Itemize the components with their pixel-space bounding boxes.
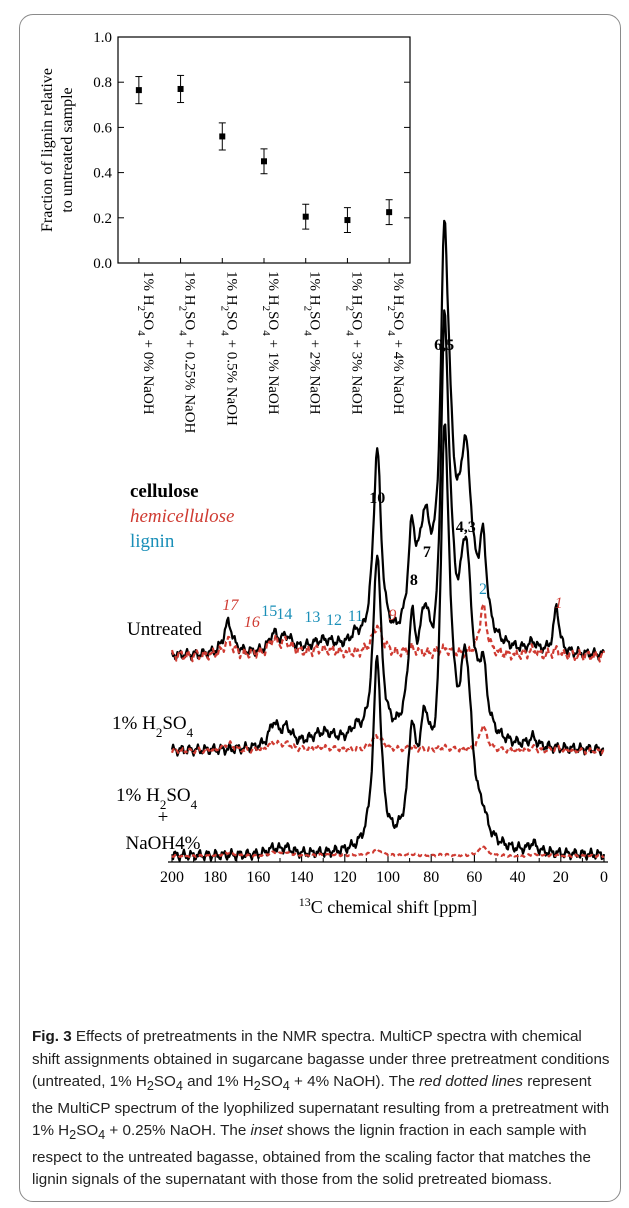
inset-x-category-label: 1% H2SO4 + 2% NaOH bbox=[302, 271, 323, 415]
nmr-legend-item: hemicellulose bbox=[130, 506, 234, 527]
nmr-x-tick-label: 120 bbox=[333, 869, 357, 886]
caption-italic: inset bbox=[250, 1122, 283, 1140]
nmr-spectrum-trace bbox=[170, 309, 605, 757]
inset-y-tick-label: 0.2 bbox=[93, 211, 112, 227]
nmr-sample-label-untreated: Untreated bbox=[127, 619, 202, 640]
nmr-peak-label: 15 bbox=[261, 603, 277, 620]
nmr-peak-label: 8 bbox=[410, 572, 418, 589]
nmr-x-tick-label: 160 bbox=[246, 869, 270, 886]
figure-frame bbox=[19, 14, 621, 1202]
caption-text: SO bbox=[153, 1073, 176, 1090]
inset-x-category-label: 1% H2SO4 + 1% NaOH bbox=[260, 271, 281, 415]
nmr-spectrum-trace bbox=[170, 219, 605, 661]
inset-data-point bbox=[386, 209, 393, 216]
inset-x-category-label: 1% H2SO4 + 0.25% NaOH bbox=[177, 271, 198, 434]
caption-text: + 0.25% NaOH. The bbox=[105, 1122, 251, 1140]
inset-y-axis-label: to untreated sample bbox=[59, 87, 76, 212]
caption-sub: 2 bbox=[146, 1079, 154, 1094]
nmr-sample-label-acid: 1% H2SO4 bbox=[112, 713, 194, 740]
nmr-x-tick-label: 40 bbox=[510, 869, 526, 886]
nmr-peak-label: 12 bbox=[326, 612, 342, 629]
nmr-sample-label-plus: + bbox=[158, 807, 169, 828]
nmr-peak-label: 4,3 bbox=[456, 519, 476, 536]
nmr-peak-label: 10 bbox=[369, 490, 385, 507]
nmr-x-tick-label: 200 bbox=[160, 869, 184, 886]
inset-data-point bbox=[219, 133, 226, 140]
caption-text: SO bbox=[260, 1073, 283, 1090]
nmr-supernatant-trace bbox=[170, 724, 605, 755]
nmr-supernatant-trace bbox=[170, 602, 606, 663]
caption-text: Effects of pretreatments in the NMR spec… bbox=[32, 1028, 610, 1090]
nmr-x-tick-label: 100 bbox=[376, 869, 400, 886]
inset-x-category-label: 1% H2SO4 + 0.5% NaOH bbox=[218, 271, 239, 426]
nmr-x-tick-label: 20 bbox=[553, 869, 569, 886]
nmr-x-tick-label: 180 bbox=[203, 869, 227, 886]
caption-text: SO bbox=[76, 1122, 99, 1140]
nmr-peak-label: 17 bbox=[222, 597, 239, 614]
inset-data-point bbox=[302, 213, 309, 220]
caption-text: + 4% NaOH). The bbox=[289, 1073, 420, 1090]
figure-caption: Fig. 3 Effects of pretreatments in the N… bbox=[32, 1026, 612, 1192]
inset-y-tick-label: 0.4 bbox=[93, 166, 112, 182]
inset-data-point bbox=[177, 85, 184, 92]
caption-italic: red dotted lines bbox=[419, 1073, 523, 1090]
nmr-legend-item: cellulose bbox=[130, 481, 199, 502]
inset-y-tick-label: 0.0 bbox=[93, 256, 112, 272]
inset-data-point bbox=[135, 87, 142, 94]
nmr-peak-label: 14 bbox=[276, 606, 292, 623]
caption-sub: 4 bbox=[175, 1079, 183, 1094]
nmr-x-tick-label: 0 bbox=[600, 869, 608, 886]
inset-x-category-label: 1% H2SO4 + 3% NaOH bbox=[343, 271, 364, 415]
caption-sub: 4 bbox=[98, 1128, 106, 1143]
inset-x-category-label: 1% H2SO4 + 4% NaOH bbox=[385, 271, 406, 415]
inset-data-point bbox=[344, 217, 351, 224]
figure-svg: 0.0 0.2 0.4 0.6 0.8 1.0 Fraction of lignin rel… bbox=[39, 30, 608, 917]
nmr-x-tick-label: 140 bbox=[290, 869, 314, 886]
caption-text: and 1% H bbox=[182, 1073, 254, 1090]
nmr-peak-label: 11 bbox=[348, 608, 363, 625]
caption-label: Fig. 3 bbox=[32, 1028, 72, 1045]
nmr-sample-label-acid-naoh: 1% H2SO4 bbox=[116, 785, 198, 812]
inset-y-tick-label: 1.0 bbox=[93, 30, 112, 46]
nmr-peak-label: 7 bbox=[423, 544, 431, 561]
nmr-spectrum-trace bbox=[171, 423, 606, 862]
nmr-peak-label: 1 bbox=[555, 595, 563, 612]
caption-text: represent the MultiCP spectrum of the ly… bbox=[32, 1073, 610, 1140]
nmr-x-axis-label: 13C chemical shift [ppm] bbox=[299, 895, 477, 917]
nmr-peak-label: 2 bbox=[479, 581, 487, 598]
nmr-x-tick-label: 60 bbox=[466, 869, 482, 886]
inset-y-tick-label: 0.8 bbox=[93, 75, 112, 91]
nmr-peak-label: 9 bbox=[388, 607, 396, 624]
inset-y-tick-label: 0.6 bbox=[93, 120, 112, 136]
caption-sub: 2 bbox=[253, 1079, 261, 1094]
inset-y-axis-label: Fraction of lignin relative bbox=[39, 68, 56, 232]
caption-sub: 2 bbox=[69, 1128, 77, 1143]
nmr-legend-item: lignin bbox=[130, 531, 175, 552]
nmr-peak-label: 13 bbox=[304, 609, 320, 626]
caption-sub: 4 bbox=[282, 1079, 290, 1094]
nmr-supernatant-trace bbox=[171, 845, 605, 859]
nmr-sample-label-naoh: NaOH4% bbox=[126, 833, 201, 854]
inset-x-category-label: 1% H2SO4 + 0% NaOH bbox=[135, 271, 156, 415]
inset-data-point bbox=[261, 158, 267, 165]
nmr-x-tick-label: 80 bbox=[423, 869, 439, 886]
nmr-peak-label: 6,5 bbox=[434, 337, 454, 354]
caption-text: shows the lignin fraction in each sample… bbox=[32, 1122, 591, 1189]
nmr-peak-label: 16 bbox=[244, 614, 260, 631]
